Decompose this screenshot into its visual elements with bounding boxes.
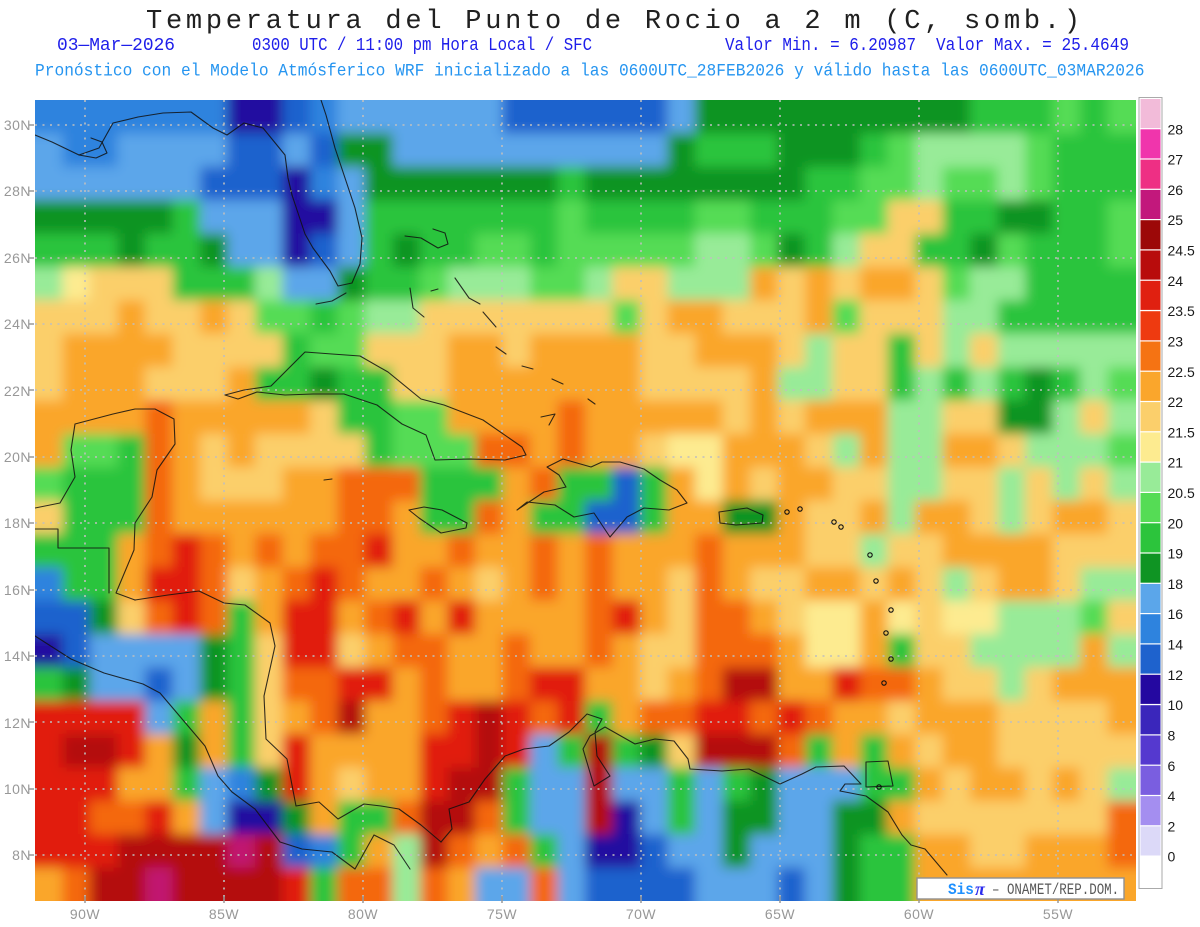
svg-text:30N: 30N (4, 117, 31, 133)
svg-text:90W: 90W (70, 906, 101, 922)
svg-text:75W: 75W (487, 906, 518, 922)
svg-text:0: 0 (1168, 849, 1176, 865)
svg-text:19: 19 (1168, 546, 1184, 562)
svg-text:14N: 14N (4, 648, 31, 664)
svg-text:28: 28 (1168, 121, 1184, 137)
svg-text:4: 4 (1168, 788, 1176, 804)
svg-text:65W: 65W (765, 906, 796, 922)
svg-text:22N: 22N (4, 383, 31, 399)
svg-text:16N: 16N (4, 582, 31, 598)
svg-text:20N: 20N (4, 449, 31, 465)
svg-text:π: π (975, 879, 986, 899)
svg-text:18: 18 (1168, 576, 1184, 592)
svg-text:27: 27 (1168, 152, 1184, 168)
svg-text:8N: 8N (12, 847, 31, 863)
svg-text:85W: 85W (209, 906, 240, 922)
svg-text:70W: 70W (626, 906, 657, 922)
svg-text:2: 2 (1168, 818, 1176, 834)
svg-text:24N: 24N (4, 316, 31, 332)
svg-text:10N: 10N (4, 781, 31, 797)
svg-text:80W: 80W (348, 906, 379, 922)
svg-text:23: 23 (1168, 334, 1184, 350)
svg-text:20.5: 20.5 (1168, 485, 1195, 501)
svg-text:12: 12 (1168, 667, 1184, 683)
svg-text:21.5: 21.5 (1168, 424, 1195, 440)
svg-text:16: 16 (1168, 606, 1184, 622)
svg-text:24.5: 24.5 (1168, 243, 1195, 259)
svg-text:14: 14 (1168, 637, 1184, 653)
svg-text:26: 26 (1168, 182, 1184, 198)
svg-text:22: 22 (1168, 394, 1184, 410)
svg-text:Sis: Sis (948, 880, 974, 899)
svg-text:26N: 26N (4, 250, 31, 266)
svg-text:6: 6 (1168, 758, 1176, 774)
svg-text:25: 25 (1168, 212, 1184, 228)
svg-text:55W: 55W (1043, 906, 1074, 922)
svg-text:22.5: 22.5 (1168, 364, 1195, 380)
svg-text:12N: 12N (4, 715, 31, 731)
svg-text:21: 21 (1168, 455, 1184, 471)
svg-text:10: 10 (1168, 697, 1184, 713)
svg-text:24: 24 (1168, 273, 1184, 289)
svg-text:60W: 60W (904, 906, 935, 922)
svg-text:18N: 18N (4, 515, 31, 531)
svg-text:8: 8 (1168, 728, 1176, 744)
svg-text:– ONAMET/REP.DOM.: – ONAMET/REP.DOM. (992, 882, 1119, 900)
svg-text:23.5: 23.5 (1168, 303, 1195, 319)
svg-text:20: 20 (1168, 515, 1184, 531)
svg-text:28N: 28N (4, 183, 31, 199)
